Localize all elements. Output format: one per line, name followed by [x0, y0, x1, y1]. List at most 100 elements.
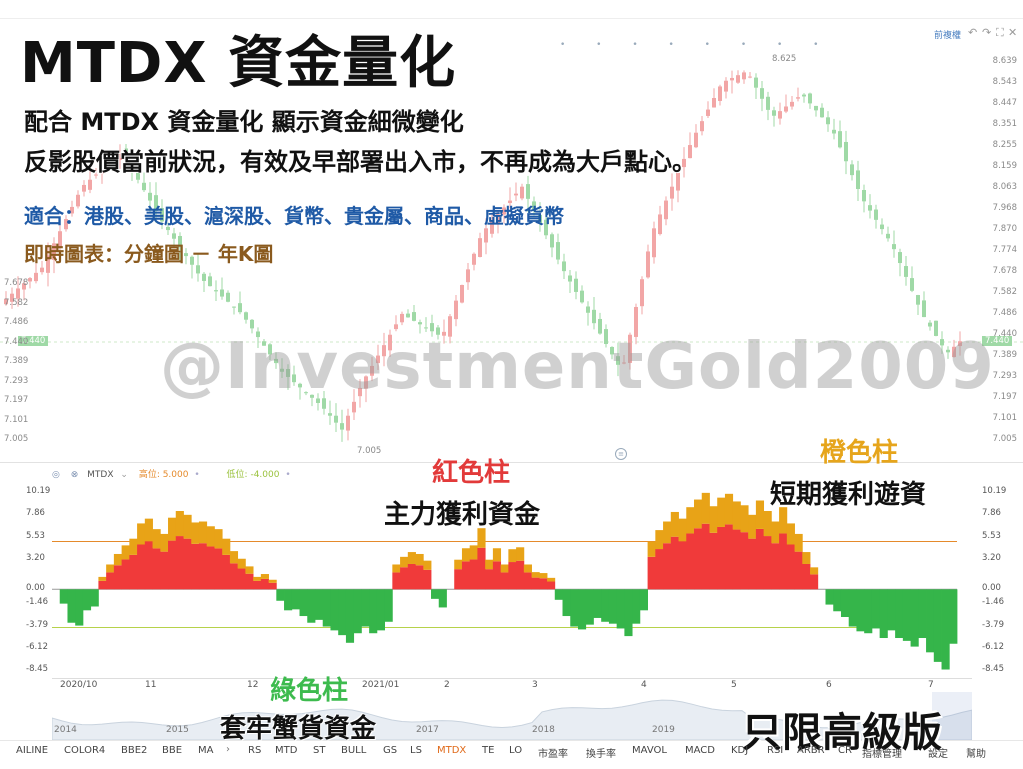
- panel-collapse-icon[interactable]: ≡: [615, 448, 627, 460]
- red-bar: [531, 577, 540, 590]
- month-label: 11: [145, 680, 157, 690]
- price-candle: [748, 72, 752, 79]
- orange-bar: [392, 564, 401, 573]
- tab-cr[interactable]: CR: [838, 745, 852, 756]
- price-candle: [616, 342, 620, 377]
- price-tick-label: 7.678: [992, 266, 1017, 276]
- price-candle: [274, 352, 278, 369]
- price-candle: [352, 389, 356, 420]
- green-bar: [291, 589, 300, 610]
- tab-幫助[interactable]: 幫助: [966, 749, 986, 760]
- price-candle: [670, 173, 674, 211]
- price-candle: [388, 329, 392, 357]
- tab-mtdx[interactable]: MTDX: [437, 745, 467, 756]
- price-adjust-label[interactable]: 前複權: [934, 31, 962, 41]
- tab-te[interactable]: TE: [482, 745, 495, 756]
- price-candle: [184, 248, 188, 265]
- orange-bar: [137, 523, 146, 545]
- orange-bar: [678, 518, 687, 542]
- green-bar: [361, 589, 370, 627]
- mtdx-indicator-chart[interactable]: [0, 482, 1023, 678]
- orange-bar: [755, 500, 765, 529]
- red-bar: [423, 569, 432, 590]
- price-candle: [196, 253, 200, 282]
- tab-st[interactable]: ST: [313, 745, 326, 756]
- price-chart[interactable]: [0, 40, 1023, 460]
- tab-rsi[interactable]: RSI: [767, 745, 784, 756]
- fullscreen-icon[interactable]: ⛶: [996, 26, 1004, 39]
- green-bar: [895, 589, 904, 639]
- red-bar: [771, 543, 780, 590]
- tab-bbe[interactable]: BBE: [162, 745, 183, 756]
- red-bar: [655, 549, 664, 590]
- tab-mtd[interactable]: MTD: [275, 745, 298, 756]
- tab-arbr[interactable]: ARBR: [797, 745, 825, 756]
- orange-bar: [740, 505, 749, 533]
- price-candle: [778, 102, 782, 125]
- month-label: 5: [731, 680, 737, 690]
- price-candle: [502, 204, 506, 224]
- tab-color4[interactable]: COLOR4: [64, 745, 106, 756]
- price-candle: [940, 331, 944, 354]
- close-icon[interactable]: ✕: [1008, 26, 1018, 39]
- red-bar: [802, 563, 811, 590]
- price-candle: [712, 88, 716, 108]
- price-candle: [934, 320, 938, 337]
- green-bar: [562, 589, 571, 617]
- price-candle: [40, 260, 44, 275]
- price-candle: [166, 222, 170, 236]
- price-candle: [124, 143, 128, 166]
- close-indicator-icon[interactable]: ⊗: [70, 470, 79, 480]
- price-candle: [16, 276, 20, 307]
- tab-lo[interactable]: LO: [509, 745, 523, 756]
- tab-scroll-right-icon[interactable]: ›: [226, 744, 230, 755]
- tab-rs[interactable]: RS: [248, 745, 262, 756]
- green-bar: [338, 589, 347, 636]
- panel-divider[interactable]: [0, 462, 1023, 463]
- undo-icon[interactable]: ↶: [968, 26, 978, 39]
- price-candle: [328, 400, 332, 425]
- tab-ailine[interactable]: AILINE: [16, 745, 49, 756]
- overview-navigator[interactable]: [52, 692, 972, 740]
- price-candle: [442, 319, 446, 344]
- price-candle: [4, 291, 8, 306]
- tab-mavol[interactable]: MAVOL: [632, 745, 667, 756]
- tab-ma[interactable]: MA: [198, 745, 214, 756]
- orange-bar: [407, 552, 416, 564]
- tab-市盈率[interactable]: 市盈率: [538, 749, 568, 760]
- price-candle: [886, 226, 890, 242]
- indicator-name[interactable]: MTDX: [87, 470, 114, 480]
- settings-icon[interactable]: ◎: [52, 470, 60, 480]
- orange-bar: [500, 564, 509, 573]
- orange-bar: [508, 549, 517, 563]
- tab-bull[interactable]: BULL: [341, 745, 367, 756]
- price-tick-label: 7.197: [4, 395, 29, 405]
- green-bar: [879, 589, 888, 639]
- tab-gs[interactable]: GS: [383, 745, 398, 756]
- tab-指標管理[interactable]: 指標管理: [862, 749, 902, 760]
- red-bar: [647, 556, 656, 590]
- tab-換手率[interactable]: 換手率: [586, 749, 616, 760]
- tab-bbe2[interactable]: BBE2: [121, 745, 148, 756]
- orange-bar: [523, 564, 532, 573]
- tab-設定[interactable]: 設定: [928, 749, 948, 760]
- price-tick-label: 7.005: [4, 434, 29, 444]
- green-bar: [941, 589, 950, 670]
- orange-bar-desc: 短期獲利遊資: [770, 480, 927, 510]
- price-candle: [640, 276, 644, 315]
- price-candles: [4, 70, 962, 442]
- chart-dot-tools[interactable]: • • • • • • • •: [560, 40, 833, 50]
- price-candle: [226, 290, 230, 303]
- red-bar: [701, 523, 710, 590]
- tab-ls[interactable]: LS: [410, 745, 422, 756]
- green-bar: [59, 589, 68, 604]
- green-bar: [322, 589, 331, 627]
- tab-macd[interactable]: MACD: [685, 745, 715, 756]
- orange-bar: [670, 511, 679, 537]
- chevron-down-icon[interactable]: ⌄: [120, 470, 128, 480]
- redo-icon[interactable]: ↷: [982, 26, 992, 39]
- red-bar: [794, 551, 803, 590]
- tab-kdj[interactable]: KDJ: [731, 745, 749, 756]
- price-candle: [340, 409, 344, 442]
- price-candle: [148, 182, 152, 213]
